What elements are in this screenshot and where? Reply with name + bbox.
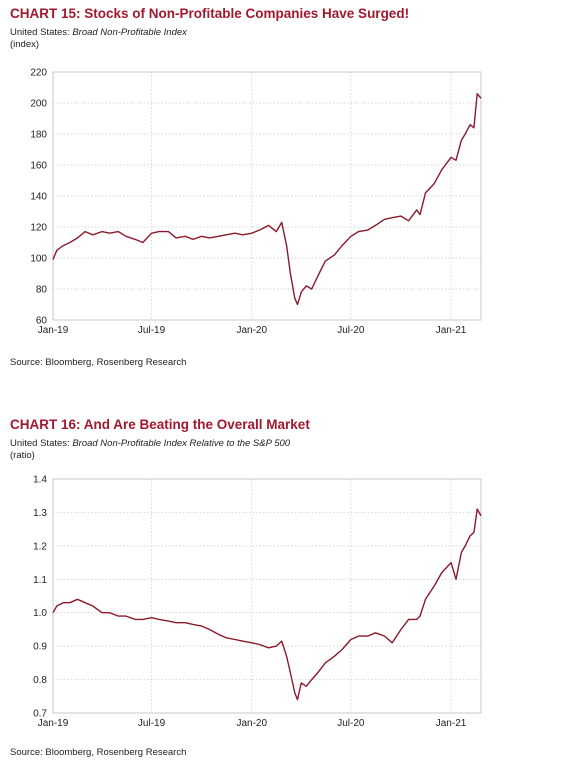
chart-16-frame	[52, 478, 482, 714]
chart-15-x-tick-label: Jul-19	[138, 325, 166, 336]
chart-15-subtitle-series: Broad Non-Profitable Index	[72, 27, 187, 38]
chart-16-x-tick-label: Jul-20	[337, 718, 365, 729]
chart-16-series-line	[52, 508, 482, 701]
chart-16-x-tick-label: Jan-20	[236, 718, 267, 729]
chart-16-y-tick-label: 1.2	[33, 541, 47, 552]
chart-15-unit: (index)	[10, 39, 40, 50]
chart-16-x-tick-label: Jul-19	[138, 718, 166, 729]
chart-15-subtitle: United States: Broad Non-Profitable Inde…	[10, 27, 187, 38]
chart-15-y-tick-label: 140	[30, 192, 47, 203]
chart-16-y-tick-label: 1.0	[33, 608, 47, 619]
chart-16-subtitle-series: Broad Non-Profitable Index Relative to t…	[72, 438, 291, 449]
chart-15-x-tick-label: Jan-19	[38, 325, 69, 336]
chart-16-subtitle-prefix: United States:	[10, 438, 73, 449]
chart-15-x-tick-label: Jan-20	[236, 325, 267, 336]
chart-15-y-tick-label: 60	[36, 316, 48, 327]
chart-16-x-tick-label: Jan-21	[436, 718, 467, 729]
chart-16-source: Source: Bloomberg, Rosenberg Research	[10, 747, 187, 758]
chart-16-unit: (ratio)	[10, 450, 35, 461]
chart-15-y-tick-label: 180	[30, 130, 47, 141]
chart-16-y-tick-label: 1.4	[33, 475, 47, 486]
chart-15-y-tick-label: 200	[30, 99, 47, 110]
chart-15-subtitle-prefix: United States:	[10, 27, 73, 38]
chart-15-y-tick-label: 160	[30, 161, 47, 172]
chart-15-x-tick-label: Jul-20	[337, 325, 365, 336]
chart-16-x-tick-label: Jan-19	[38, 718, 69, 729]
chart-16-title: CHART 16: And Are Beating the Overall Ma…	[10, 417, 310, 432]
chart-15-x-tick-label: Jan-21	[436, 325, 467, 336]
chart-15-source: Source: Bloomberg, Rosenberg Research	[10, 357, 187, 368]
chart-15-y-tick-label: 80	[36, 285, 48, 296]
chart-16-y-tick-label: 0.8	[33, 675, 47, 686]
chart-15-y-tick-label: 220	[30, 68, 47, 79]
chart-15-title: CHART 15: Stocks of Non-Profitable Compa…	[10, 6, 410, 21]
chart-15-plot: 60 80 100 120 140 160 180 200 220 Jan-19 Jul-19 Jan…	[30, 68, 482, 336]
chart-16-subtitle: United States: Broad Non-Profitable Inde…	[10, 438, 290, 449]
chart-15-y-tick-label: 120	[30, 223, 47, 234]
chart-16-y-tick-label: 1.3	[33, 508, 47, 519]
chart-16-y-tick-label: 0.9	[33, 642, 47, 653]
chart-15-series-line	[52, 92, 482, 306]
chart-15-y-tick-label: 100	[30, 254, 47, 265]
chart-16-y-tick-label: 0.7	[33, 709, 47, 720]
chart-16-y-tick-label: 1.1	[33, 575, 47, 586]
